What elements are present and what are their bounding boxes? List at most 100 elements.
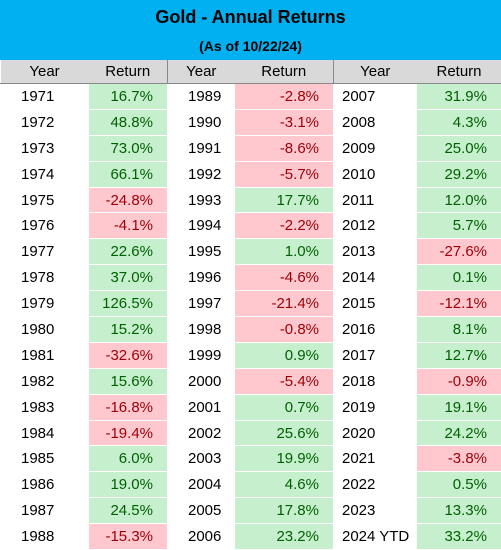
return-cell: 0.9%: [234, 341, 334, 369]
table-row: 1988 -15.3% 2006 23.2% 2024 YTD 33.2%: [0, 523, 501, 550]
year-cell: 2017: [333, 341, 417, 369]
return-cell: 19.9%: [234, 445, 334, 473]
year-cell: 1984: [0, 419, 89, 447]
table-body: 1971 16.7% 1989 -2.8% 2007 31.9% 1972 48.8% 1990…: [0, 83, 501, 550]
year-cell: 2007: [333, 83, 417, 110]
title-bar: Gold - Annual Returns (As of 10/22/24): [0, 0, 501, 60]
table-row: 1973 73.0% 1991 -8.6% 2009 25.0%: [0, 134, 501, 162]
year-cell: 2009: [333, 134, 417, 162]
year-cell: 1978: [0, 264, 89, 292]
year-cell: 1990: [167, 108, 235, 136]
return-cell: 8.1%: [416, 316, 501, 343]
year-cell: 1985: [0, 445, 89, 473]
return-cell: 17.7%: [234, 186, 334, 214]
table-row: 1974 66.1% 1992 -5.7% 2010 29.2%: [0, 160, 501, 188]
table-row: 1975 -24.8% 1993 17.7% 2011 12.0%: [0, 186, 501, 214]
table-row: 1984 -19.4% 2002 25.6% 2020 24.2%: [0, 419, 501, 447]
return-cell: 23.2%: [234, 523, 334, 550]
column-header: Return: [416, 60, 501, 84]
return-cell: 4.3%: [416, 108, 501, 136]
year-cell: 2003: [167, 445, 235, 473]
year-cell: 1981: [0, 341, 89, 369]
header-row: Year Return Year Return Year Return: [0, 60, 501, 84]
year-cell: 1976: [0, 212, 89, 240]
return-cell: 0.1%: [416, 264, 501, 292]
year-cell: 1988: [0, 523, 89, 550]
return-cell: 126.5%: [88, 290, 168, 318]
year-cell: 2020: [333, 419, 417, 447]
return-cell: 33.2%: [416, 523, 501, 550]
year-cell: 1983: [0, 393, 89, 421]
year-cell: 1982: [0, 367, 89, 395]
year-cell: 1973: [0, 134, 89, 162]
return-cell: 25.0%: [416, 134, 501, 162]
return-cell: 73.0%: [88, 134, 168, 162]
return-cell: 24.5%: [88, 497, 168, 525]
subtitle: (As of 10/22/24): [199, 38, 302, 54]
year-cell: 1986: [0, 471, 89, 499]
year-cell: 1999: [167, 341, 235, 369]
year-cell: 2010: [333, 160, 417, 188]
return-cell: 0.5%: [416, 471, 501, 499]
return-cell: 48.8%: [88, 108, 168, 136]
year-cell: 1995: [167, 238, 235, 266]
return-cell: -16.8%: [88, 393, 168, 421]
year-cell: 2008: [333, 108, 417, 136]
return-cell: -19.4%: [88, 419, 168, 447]
return-cell: 4.6%: [234, 471, 334, 499]
return-cell: 1.0%: [234, 238, 334, 266]
return-cell: -0.8%: [234, 316, 334, 343]
column-header: Return: [234, 60, 334, 84]
year-cell: 1971: [0, 83, 89, 110]
year-cell: 2014: [333, 264, 417, 292]
return-cell: 16.7%: [88, 83, 168, 110]
year-cell: 1994: [167, 212, 235, 240]
return-cell: -24.8%: [88, 186, 168, 214]
column-header: Return: [88, 60, 168, 84]
year-cell: 2015: [333, 290, 417, 318]
return-cell: 19.1%: [416, 393, 501, 421]
return-cell: -5.7%: [234, 160, 334, 188]
table-row: 1986 19.0% 2004 4.6% 2022 0.5%: [0, 471, 501, 499]
return-cell: -4.1%: [88, 212, 168, 240]
return-cell: -27.6%: [416, 238, 501, 266]
year-cell: 1996: [167, 264, 235, 292]
table-row: 1983 -16.8% 2001 0.7% 2019 19.1%: [0, 393, 501, 421]
year-cell: 1997: [167, 290, 235, 318]
year-cell: 2016: [333, 316, 417, 343]
table-row: 1981 -32.6% 1999 0.9% 2017 12.7%: [0, 341, 501, 369]
year-cell: 1987: [0, 497, 89, 525]
year-cell: 1989: [167, 83, 235, 110]
table-row: 1979 126.5% 1997 -21.4% 2015 -12.1%: [0, 290, 501, 318]
table-row: 1987 24.5% 2005 17.8% 2023 13.3%: [0, 497, 501, 525]
year-cell: 1998: [167, 316, 235, 343]
table-row: 1972 48.8% 1990 -3.1% 2008 4.3%: [0, 108, 501, 136]
return-cell: 12.0%: [416, 186, 501, 214]
table-row: 1977 22.6% 1995 1.0% 2013 -27.6%: [0, 238, 501, 266]
year-cell: 1974: [0, 160, 89, 188]
return-cell: -8.6%: [234, 134, 334, 162]
return-cell: -32.6%: [88, 341, 168, 369]
year-cell: 2006: [167, 523, 235, 550]
year-cell: 2019: [333, 393, 417, 421]
return-cell: -21.4%: [234, 290, 334, 318]
return-cell: -0.9%: [416, 367, 501, 395]
year-cell: 1975: [0, 186, 89, 214]
year-cell: 1979: [0, 290, 89, 318]
table-row: 1982 15.6% 2000 -5.4% 2018 -0.9%: [0, 367, 501, 395]
year-cell: 2000: [167, 367, 235, 395]
table-row: 1971 16.7% 1989 -2.8% 2007 31.9%: [0, 83, 501, 110]
year-cell: 2021: [333, 445, 417, 473]
year-cell: 1993: [167, 186, 235, 214]
return-cell: 12.7%: [416, 341, 501, 369]
year-cell: 1991: [167, 134, 235, 162]
return-cell: 31.9%: [416, 83, 501, 110]
return-cell: 66.1%: [88, 160, 168, 188]
title: Gold - Annual Returns: [155, 7, 346, 27]
year-cell: 2023: [333, 497, 417, 525]
year-cell: 2002: [167, 419, 235, 447]
year-cell: 2004: [167, 471, 235, 499]
table-row: 1980 15.2% 1998 -0.8% 2016 8.1%: [0, 316, 501, 343]
year-cell: 1992: [167, 160, 235, 188]
